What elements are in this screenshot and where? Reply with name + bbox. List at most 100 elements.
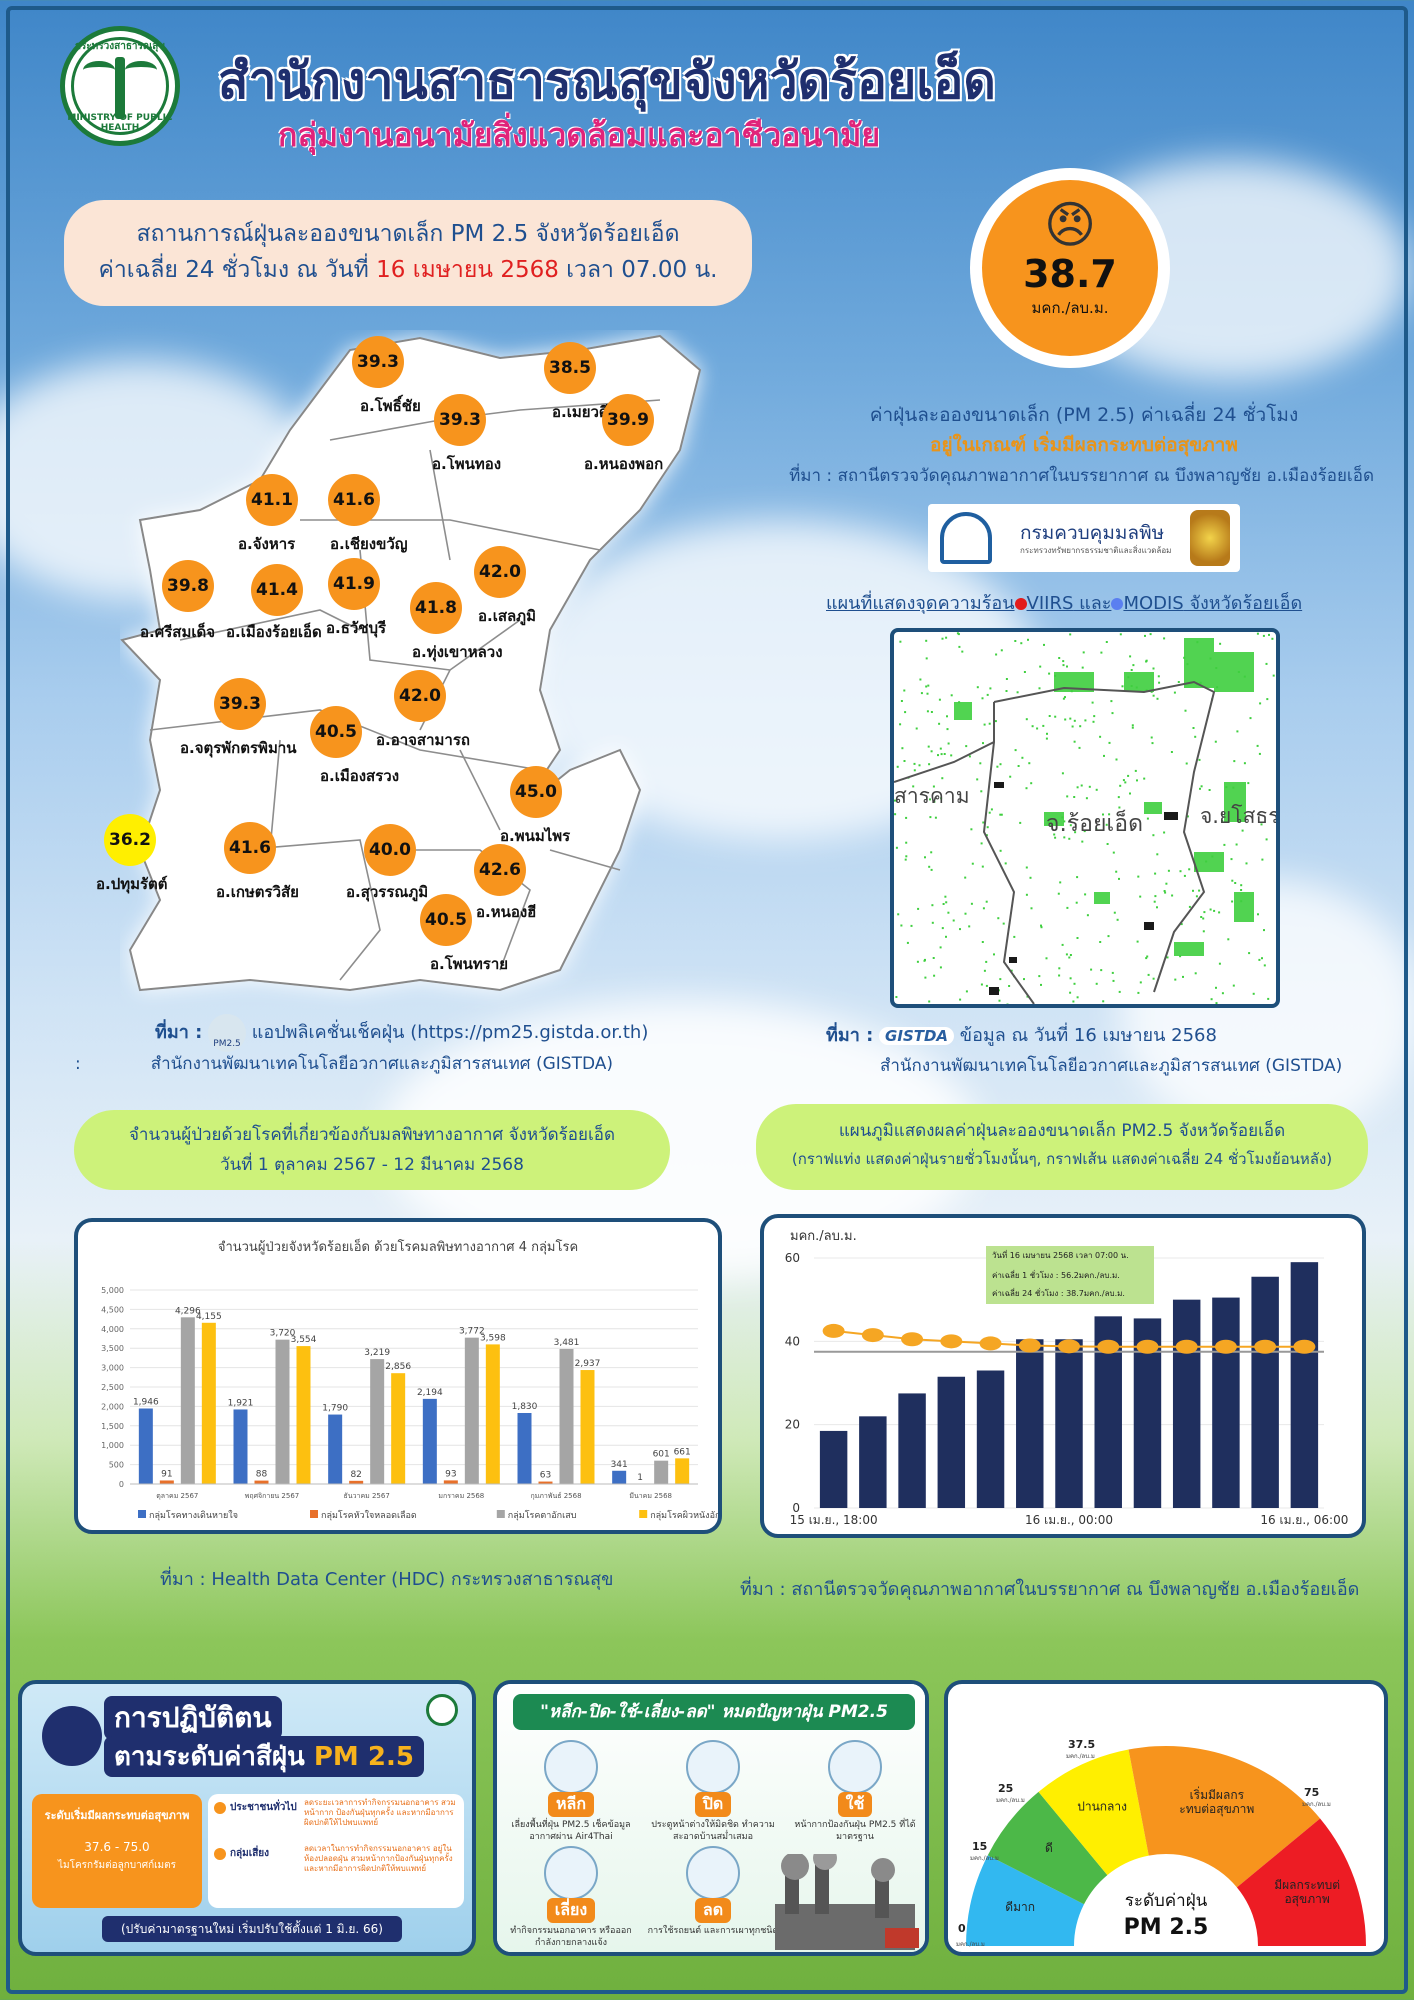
x-tick-label: ธันวาคม 2567 (344, 1492, 390, 1500)
advice-risk-text: ลดเวลาในการทำกิจกรรมนอกอาคาร อยู่ในห้องป… (304, 1844, 453, 1873)
pm-gauge-poster: ดีมาก ดี ปานกลาง เริ่มมีผลกร ะทบต่อสุขภาพ มีผ… (944, 1680, 1388, 1956)
action-item: หลีก เลี่ยงพื้นที่ฝุ่น PM2.5 เช็คข้อมูลอ… (501, 1740, 641, 1843)
gauge-segment-label: ปานกลาง (1077, 1799, 1127, 1813)
data-label: 4,296 (175, 1306, 201, 1316)
gauge-segment-label: อสุขภาพ (1284, 1892, 1329, 1907)
y-tick-label: 1,000 (101, 1441, 124, 1450)
legend-swatch (310, 1510, 318, 1518)
x-tick-label: ตุลาคม 2567 (156, 1492, 198, 1500)
bar (296, 1346, 311, 1484)
bar (349, 1480, 364, 1484)
action-item: เลี่ยง ทำกิจกรรมนอกอาคาร หรือออกกำลังกาย… (501, 1846, 641, 1949)
avg24-point (901, 1332, 924, 1347)
pm-graph-pill-line1: แผนภูมิแสดงผลค่าฝุ่นละอองขนาดเล็ก PM2.5 … (838, 1121, 1286, 1141)
action-poster: "หลีก-ปิด-ใช้-เลี่ยง-ลด" หมดปัญหาฝุ่น PM… (493, 1680, 929, 1956)
hourly-bar (1290, 1262, 1319, 1508)
data-label: 88 (256, 1470, 268, 1480)
phone-app-icon (544, 1740, 598, 1794)
advice-title2: ตามระดับค่าสีฝุ่น PM 2.5 (104, 1736, 424, 1777)
x-tick-label: มกราคม 2568 (438, 1492, 484, 1500)
gauge-unit: มคก./ลบ.ม (1066, 1753, 1095, 1760)
gauge-segment-label: ดี (1045, 1841, 1053, 1855)
avg24-point (1214, 1339, 1237, 1354)
gauge-center-value: PM 2.5 (1124, 1915, 1209, 1940)
action-title: "หลีก-ปิด-ใช้-เลี่ยง-ลด" หมดปัญหาฝุ่น PM… (513, 1694, 915, 1730)
hotspot-label-right: จ.ยโสธร (1200, 804, 1280, 828)
mask-icon (828, 1740, 882, 1794)
hourly-bar (1251, 1276, 1279, 1508)
legend-swatch (639, 1510, 648, 1518)
page-subtitle: กลุ่มงานอนามัยสิ่งแวดล้อมและอาชีวอนามัย (278, 116, 881, 154)
gauge-unit: มคก./ลบ.ม (996, 1797, 1025, 1804)
hourly-bar (859, 1416, 887, 1508)
advice-level-box: ระดับเริ่มมีผลกระทบต่อสุขภาพ 37.6 - 75.0… (32, 1794, 202, 1908)
bar (654, 1460, 669, 1484)
data-label: 1,921 (228, 1398, 254, 1408)
gistda-logo: GISTDA (879, 1027, 955, 1045)
bar (675, 1458, 690, 1484)
y-tick-label: 2,000 (101, 1402, 124, 1411)
hotspot-label-left: สารคาม (894, 784, 970, 808)
aqi-info-line2: อยู่ในเกณฑ์ เริ่มมีผลกระทบต่อสุขภาพ (930, 434, 1238, 456)
hotspot-title: แผนที่แสดงจุดความร้อน VIIRS และ MODIS จังห… (826, 593, 1303, 614)
gauge-threshold: 25 (998, 1782, 1013, 1795)
data-label: 3,598 (480, 1333, 506, 1343)
avg24-point (1097, 1339, 1120, 1354)
gauge-unit: มคก./ลบ.ม (1302, 1801, 1331, 1808)
map-source-line2: : สำนักงานพัฒนาเทคโนโลยีอวกาศและภูมิสารสน… (75, 1054, 614, 1074)
data-label: 4,155 (196, 1312, 222, 1322)
gauge-segment-label: ะทบต่อสุขภาพ (1179, 1802, 1254, 1817)
data-label: 1 (637, 1473, 643, 1483)
pm-hourly-chart-panel: มคก./ลบ.ม. 0 20 40 60 15 เม.ย., 18:00 16 เม.ย.… (760, 1214, 1366, 1538)
hotspot-map: สารคาม จ.ร้อยเอ็ด จ.ยโสธร (890, 628, 1280, 1008)
patients-source: ที่มา : Health Data Center (HDC) กระทรวง… (160, 1569, 614, 1590)
avg24-point (861, 1328, 884, 1343)
data-label: 341 (611, 1460, 628, 1470)
data-label: 63 (540, 1471, 551, 1481)
gauge-segment (987, 1791, 1108, 1905)
factory-icon (775, 1854, 919, 1950)
bar (443, 1480, 458, 1484)
data-label: 1,946 (133, 1397, 159, 1407)
pm25-unit: มคก./ลบ.ม. (1031, 299, 1109, 317)
advice-detail-box: ประชาชนทั่วไป ลดระยะเวลาการทำกิจกรรมนอกอ… (208, 1794, 464, 1908)
bar (138, 1408, 153, 1484)
patients-pill: จำนวนผู้ป่วยด้วยโรคที่เกี่ยวข้องกับมลพิษ… (74, 1110, 670, 1190)
y-tick-label: 0 (119, 1480, 124, 1489)
tooltip-row: ค่าเฉลี่ย 24 ชั่วโมง : 38.7มคก./ลบ.ม. (992, 1287, 1125, 1298)
moph-small-logo (426, 1694, 458, 1726)
data-label: 2,937 (575, 1359, 601, 1369)
pm-source: ที่มา : สถานีตรวจวัดคุณภาพอากาศในบรรยากา… (740, 1579, 1360, 1600)
legend-label: กลุ่มโรคหัวใจหลอดเลือด (321, 1510, 417, 1521)
aqi-info-source: ที่มา : สถานีตรวจวัดคุณภาพอากาศในบรรยากา… (789, 466, 1374, 486)
gauge-center-label: ระดับค่าฝุ่น (1125, 1891, 1208, 1911)
bar (233, 1409, 248, 1484)
hourly-bar (1172, 1299, 1201, 1508)
y-tick-label: 0 (792, 1501, 800, 1515)
district-map (120, 334, 702, 992)
bar (580, 1370, 595, 1484)
hourly-bar (976, 1370, 1005, 1508)
action-item: ปิด ประตูหน้าต่างให้มิดชิด ทำความสะอาดบ้… (643, 1740, 783, 1843)
pcd-arch-icon (940, 512, 992, 564)
pcd-name: กรมควบคุมมลพิษ (1020, 522, 1165, 544)
avg24-point (1018, 1338, 1041, 1353)
y-tick-label: 40 (785, 1334, 800, 1348)
avg24-point (1293, 1339, 1316, 1354)
data-label: 2,856 (385, 1362, 411, 1372)
logo-ring-bottom: MINISTRY OF PUBLIC HEALTH (67, 113, 173, 133)
pm25-average-value: 38.7 (1023, 252, 1117, 296)
aqi-info: ค่าฝุ่นละอองขนาดเล็ก (PM 2.5) ค่าเฉลี่ย … (734, 400, 1374, 489)
patients-chart: 0 500 1,000 1,500 2,000 2,500 3,000 3,500 4,000 4… (101, 1286, 718, 1521)
situation-line1: สถานการณ์ฝุ่นละอองขนาดเล็ก PM 2.5 จังหวั… (136, 221, 680, 247)
legend-label: กลุ่มโรคทางเดินหายใจ (149, 1510, 238, 1521)
advice-footer: (ปรับค่ามาตรฐานใหม่ เริ่มปรับใช้ตั้งแต่ … (102, 1916, 402, 1942)
gauge-segment (1128, 1746, 1321, 1888)
data-label: 82 (350, 1470, 361, 1480)
hourly-bar (937, 1376, 966, 1508)
data-label: 3,720 (270, 1329, 296, 1339)
running-person-icon (544, 1846, 598, 1900)
avg24-point (1175, 1339, 1198, 1354)
avg24-point (822, 1323, 845, 1338)
advice-risk-label: กลุ่มเสี่ยง (230, 1848, 270, 1859)
